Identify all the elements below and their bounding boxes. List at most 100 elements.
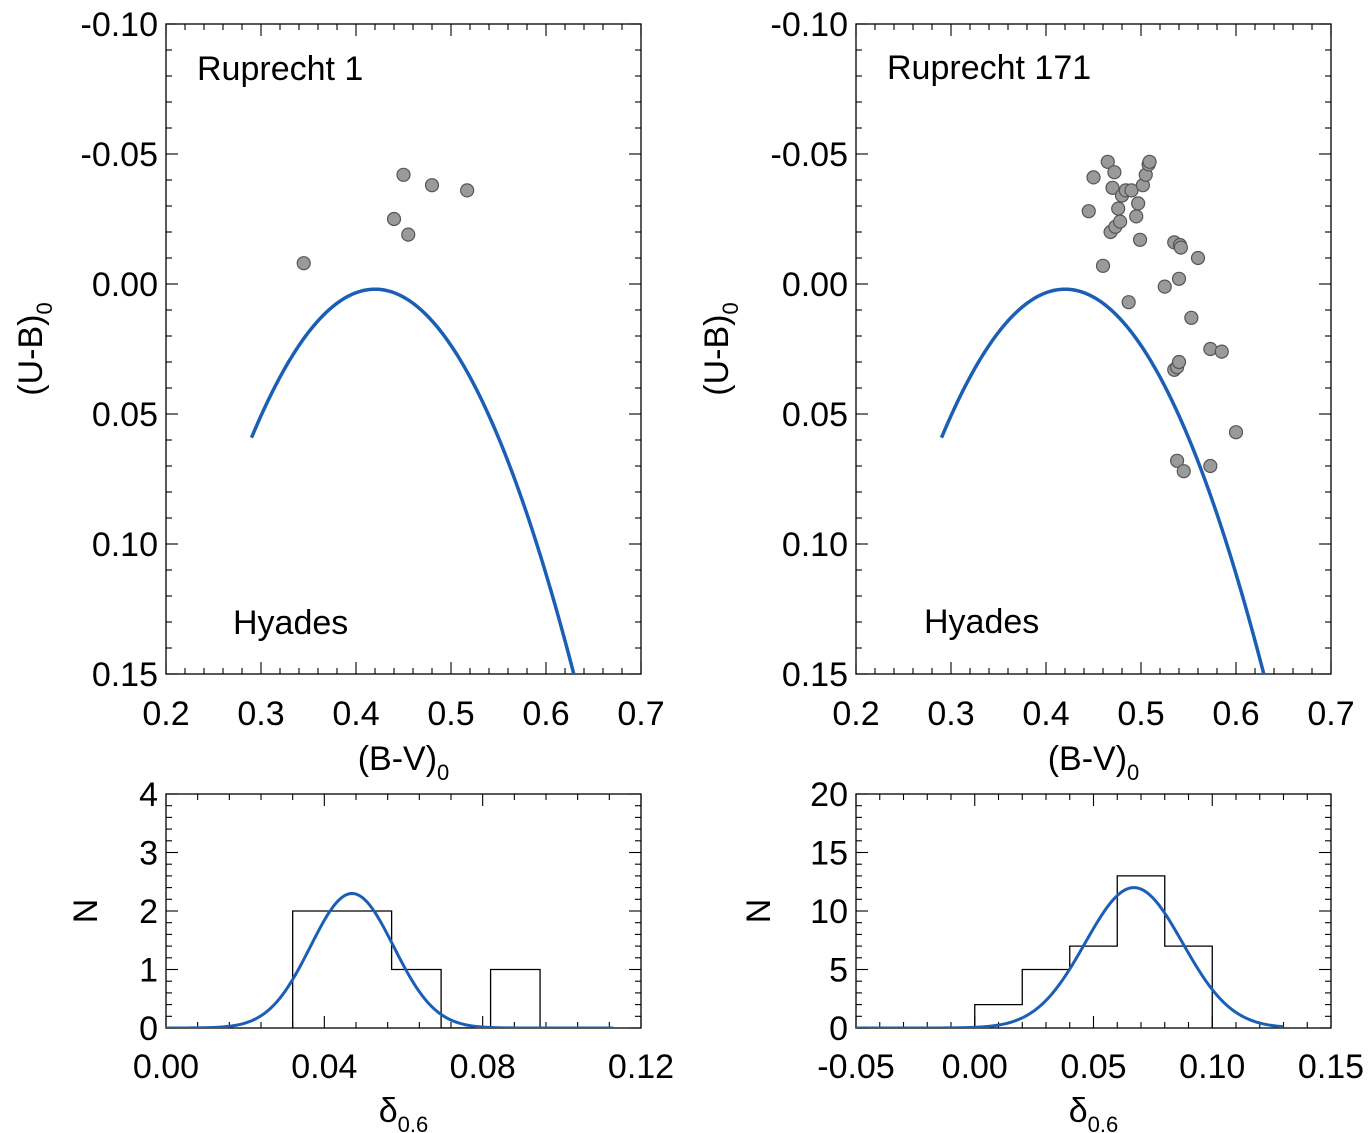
data-point xyxy=(1121,295,1136,310)
data-point xyxy=(1169,453,1185,468)
x-tick-label: 0.10 xyxy=(1179,1048,1245,1086)
plot-frame xyxy=(855,23,1332,675)
y-tick-label: 0 xyxy=(139,1010,158,1048)
y-tick-label: 0.05 xyxy=(92,396,158,434)
data-point xyxy=(1132,232,1148,247)
x-tick-label: 0.00 xyxy=(942,1048,1008,1086)
hist-ruprecht-171: -0.05 0.00 0.05 0.10 0.15 0 5 10 15 20 δ0.6 N xyxy=(740,776,1364,1133)
histogram-bar xyxy=(491,970,540,1029)
data-point xyxy=(1111,201,1126,216)
x-tick-label: 0.00 xyxy=(133,1048,199,1086)
x-tick-label: 0.2 xyxy=(142,695,189,733)
x-tick-label: 0.5 xyxy=(1117,695,1164,733)
data-point xyxy=(1129,209,1144,224)
y-tick-label: 5 xyxy=(829,952,848,990)
gaussian-fit-curve xyxy=(166,892,614,1028)
plot-frame xyxy=(165,23,642,675)
x-tick-label: 0.12 xyxy=(608,1048,674,1086)
plot-frame xyxy=(165,793,642,1029)
y-axis-title: (U-B)0 xyxy=(698,302,743,395)
data-point xyxy=(1100,154,1115,169)
histogram-bar xyxy=(1165,946,1213,1028)
y-axis-title: N xyxy=(740,899,778,924)
x-tick-label: 0.08 xyxy=(450,1048,516,1086)
plot-frame xyxy=(855,793,1332,1029)
data-point xyxy=(424,178,440,193)
ccd-ruprecht-1: 0.2 0.3 0.4 0.5 0.6 0.7 -0.10 -0.05 0.00 0.05 0.10… xyxy=(12,6,665,785)
data-point xyxy=(1171,354,1187,370)
panel-title: Ruprecht 1 xyxy=(197,50,363,88)
y-tick-label: 0.00 xyxy=(782,266,848,304)
x-tick-label: 0.04 xyxy=(291,1048,357,1086)
hyades-curve-label: Hyades xyxy=(233,604,348,642)
data-point xyxy=(1095,258,1111,273)
y-tick-label: 4 xyxy=(139,776,158,814)
y-tick-label: 0.15 xyxy=(782,656,848,694)
data-point xyxy=(1107,165,1122,180)
data-point xyxy=(1190,250,1206,266)
y-tick-label: 20 xyxy=(810,776,848,814)
data-point xyxy=(1081,204,1096,219)
y-tick-label: 1 xyxy=(139,952,158,990)
data-point xyxy=(460,183,475,198)
data-point xyxy=(296,256,311,271)
hyades-curve xyxy=(939,287,1266,674)
hyades-curve-label: Hyades xyxy=(924,603,1039,641)
data-point xyxy=(401,227,416,242)
y-tick-label: 15 xyxy=(810,835,848,873)
y-tick-label: 3 xyxy=(139,835,158,873)
x-axis-title: (B-V)0 xyxy=(1048,740,1140,785)
x-tick-label: 0.7 xyxy=(617,695,664,733)
y-tick-label: 10 xyxy=(810,893,848,931)
x-axis-title: δ0.6 xyxy=(379,1092,429,1133)
x-tick-label: 0.6 xyxy=(1212,695,1259,733)
histogram-bar xyxy=(1117,876,1165,1028)
data-point xyxy=(1171,271,1187,286)
data-point xyxy=(1176,464,1191,479)
plot-area xyxy=(249,167,576,674)
data-point xyxy=(1173,240,1189,255)
x-tick-label: 0.05 xyxy=(1060,1048,1126,1086)
x-tick-label: 0.7 xyxy=(1307,695,1354,733)
data-point xyxy=(1214,344,1229,359)
y-tick-label: -0.05 xyxy=(771,136,849,174)
x-tick-label: 0.3 xyxy=(927,695,974,733)
y-axis-title: N xyxy=(67,899,105,924)
data-point xyxy=(1203,458,1218,474)
data-point xyxy=(1105,180,1120,195)
x-tick-label: 0.4 xyxy=(332,695,379,733)
x-tick-label: 0.15 xyxy=(1298,1048,1364,1086)
y-tick-label: 2 xyxy=(139,893,158,931)
x-tick-label: 0.6 xyxy=(522,695,569,733)
ccd-ruprecht-171: 0.2 0.3 0.4 0.5 0.6 0.7 -0.10 -0.05 0.00 0.05 0.10… xyxy=(698,6,1355,785)
x-axis-title: δ0.6 xyxy=(1069,1092,1119,1133)
x-tick-label: 0.5 xyxy=(427,695,474,733)
hyades-curve xyxy=(249,287,576,674)
plot-area xyxy=(939,154,1266,674)
y-tick-label: -0.10 xyxy=(771,6,849,44)
data-point xyxy=(396,167,411,182)
histogram-outline xyxy=(974,875,1213,1028)
y-tick-label: 0.15 xyxy=(92,656,158,694)
y-tick-label: -0.05 xyxy=(81,136,159,174)
y-tick-label: 0.10 xyxy=(92,526,158,564)
x-tick-label: 0.4 xyxy=(1022,695,1069,733)
histogram-outline xyxy=(292,910,541,1028)
plot-area xyxy=(166,892,614,1029)
data-point xyxy=(1142,154,1157,169)
data-point xyxy=(1228,425,1244,440)
y-axis-title: (U-B)0 xyxy=(12,302,57,395)
data-point xyxy=(1124,183,1139,198)
data-point xyxy=(1086,170,1101,185)
y-tick-label: 0.10 xyxy=(782,526,848,564)
x-tick-label: 0.2 xyxy=(832,695,879,733)
histogram-bar xyxy=(392,970,441,1029)
x-axis-title: (B-V)0 xyxy=(358,740,450,785)
panel-title: Ruprecht 171 xyxy=(887,49,1091,87)
y-tick-label: 0.05 xyxy=(782,396,848,434)
data-point xyxy=(1184,310,1199,325)
data-point xyxy=(386,211,402,227)
y-tick-label: 0 xyxy=(829,1010,848,1048)
plot-area xyxy=(856,875,1284,1028)
